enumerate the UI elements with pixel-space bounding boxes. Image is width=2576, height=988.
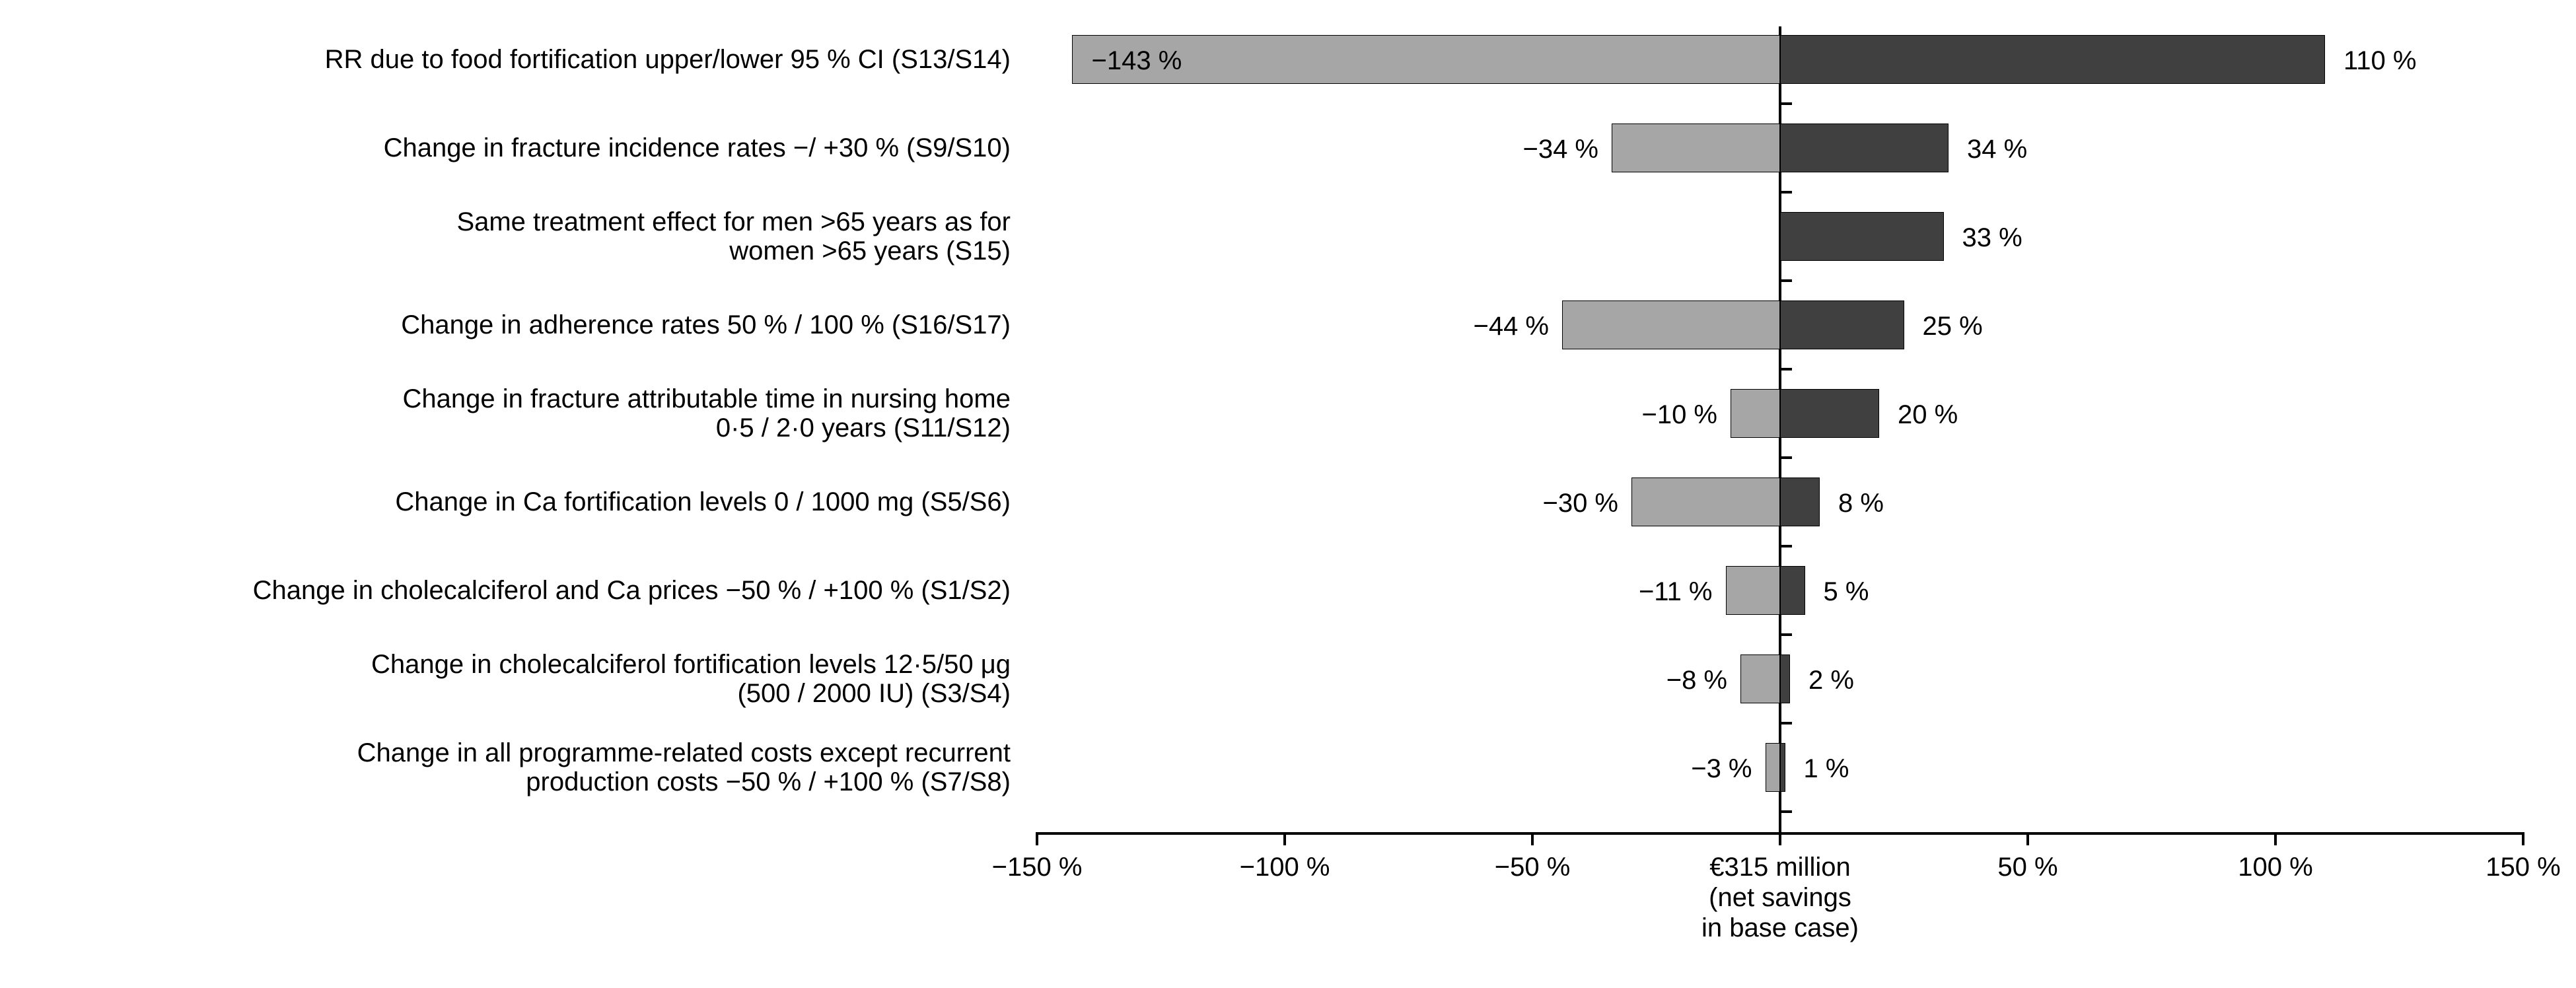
y-tick bbox=[1780, 279, 1792, 282]
y-tick bbox=[1780, 633, 1792, 636]
pos-value-label: 25 % bbox=[1923, 312, 1983, 341]
x-tick-label: −50 % bbox=[1413, 852, 1651, 882]
neg-bar bbox=[1562, 300, 1780, 349]
x-tick bbox=[1283, 832, 1286, 845]
neg-value-label: −8 % bbox=[1666, 666, 1727, 695]
pos-bar bbox=[1780, 35, 2325, 84]
row-label: Change in all programme-related costs ex… bbox=[26, 738, 1011, 796]
y-tick bbox=[1780, 191, 1792, 194]
pos-bar bbox=[1780, 300, 1904, 349]
pos-value-label: 33 % bbox=[1962, 223, 2022, 253]
neg-value-label: −34 % bbox=[1522, 135, 1598, 164]
row-label: RR due to food fortification upper/lower… bbox=[26, 45, 1011, 74]
neg-value-label: −10 % bbox=[1641, 400, 1717, 430]
x-tick bbox=[2522, 832, 2524, 845]
tornado-chart: −150 % −100 % −50 % €315 million (net savin… bbox=[0, 0, 2576, 988]
pos-bar bbox=[1780, 477, 1820, 526]
pos-bar bbox=[1780, 654, 1790, 703]
y-tick bbox=[1780, 810, 1792, 813]
pos-value-label: 34 % bbox=[1967, 135, 2027, 164]
neg-value-label: −44 % bbox=[1473, 312, 1549, 341]
x-tick-label: 100 % bbox=[2157, 852, 2394, 882]
pos-value-label: 8 % bbox=[1838, 489, 1884, 518]
x-tick-label: 50 % bbox=[1909, 852, 2147, 882]
x-tick bbox=[2274, 832, 2277, 845]
neg-bar bbox=[1726, 566, 1781, 615]
x-tick-label: 150 % bbox=[2404, 852, 2576, 882]
pos-value-label: 1 % bbox=[1804, 754, 1849, 784]
x-tick bbox=[1779, 832, 1781, 845]
neg-bar bbox=[1731, 389, 1780, 438]
y-tick bbox=[1780, 368, 1792, 370]
neg-bar bbox=[1766, 743, 1781, 792]
neg-bar bbox=[1631, 477, 1780, 526]
y-tick bbox=[1780, 456, 1792, 459]
neg-value-label: −30 % bbox=[1542, 489, 1618, 518]
pos-value-label: 20 % bbox=[1898, 400, 1958, 430]
neg-value-label: −143 % bbox=[1092, 46, 1182, 76]
row-label: Change in cholecalciferol and Ca prices … bbox=[26, 576, 1011, 605]
y-tick bbox=[1780, 722, 1792, 724]
x-tick-label: −150 % bbox=[918, 852, 1156, 882]
neg-value-label: −3 % bbox=[1691, 754, 1752, 784]
pos-value-label: 110 % bbox=[2343, 46, 2416, 76]
x-tick-label: €315 million (net savings in base case) bbox=[1661, 852, 1899, 943]
row-label: Change in fracture incidence rates −/ +3… bbox=[26, 133, 1011, 162]
x-tick bbox=[1036, 832, 1038, 845]
x-tick-label: −100 % bbox=[1166, 852, 1404, 882]
neg-bar bbox=[1740, 654, 1780, 703]
pos-bar bbox=[1780, 743, 1785, 792]
pos-bar bbox=[1780, 124, 1949, 172]
neg-bar bbox=[1612, 124, 1780, 172]
row-label: Change in adherence rates 50 % / 100 % (… bbox=[26, 310, 1011, 339]
pos-bar bbox=[1780, 212, 1944, 261]
row-label: Change in Ca fortification levels 0 / 10… bbox=[26, 487, 1011, 516]
y-tick bbox=[1780, 545, 1792, 547]
row-label: Same treatment effect for men >65 years … bbox=[26, 207, 1011, 265]
pos-bar bbox=[1780, 566, 1805, 615]
x-tick bbox=[1531, 832, 1534, 845]
y-tick bbox=[1780, 102, 1792, 105]
pos-value-label: 5 % bbox=[1824, 577, 1869, 607]
x-tick bbox=[2026, 832, 2029, 845]
pos-bar bbox=[1780, 389, 1879, 438]
pos-value-label: 2 % bbox=[1808, 666, 1854, 695]
neg-value-label: −11 % bbox=[1639, 577, 1713, 607]
row-label: Change in cholecalciferol fortification … bbox=[26, 650, 1011, 708]
row-label: Change in fracture attributable time in … bbox=[26, 384, 1011, 442]
